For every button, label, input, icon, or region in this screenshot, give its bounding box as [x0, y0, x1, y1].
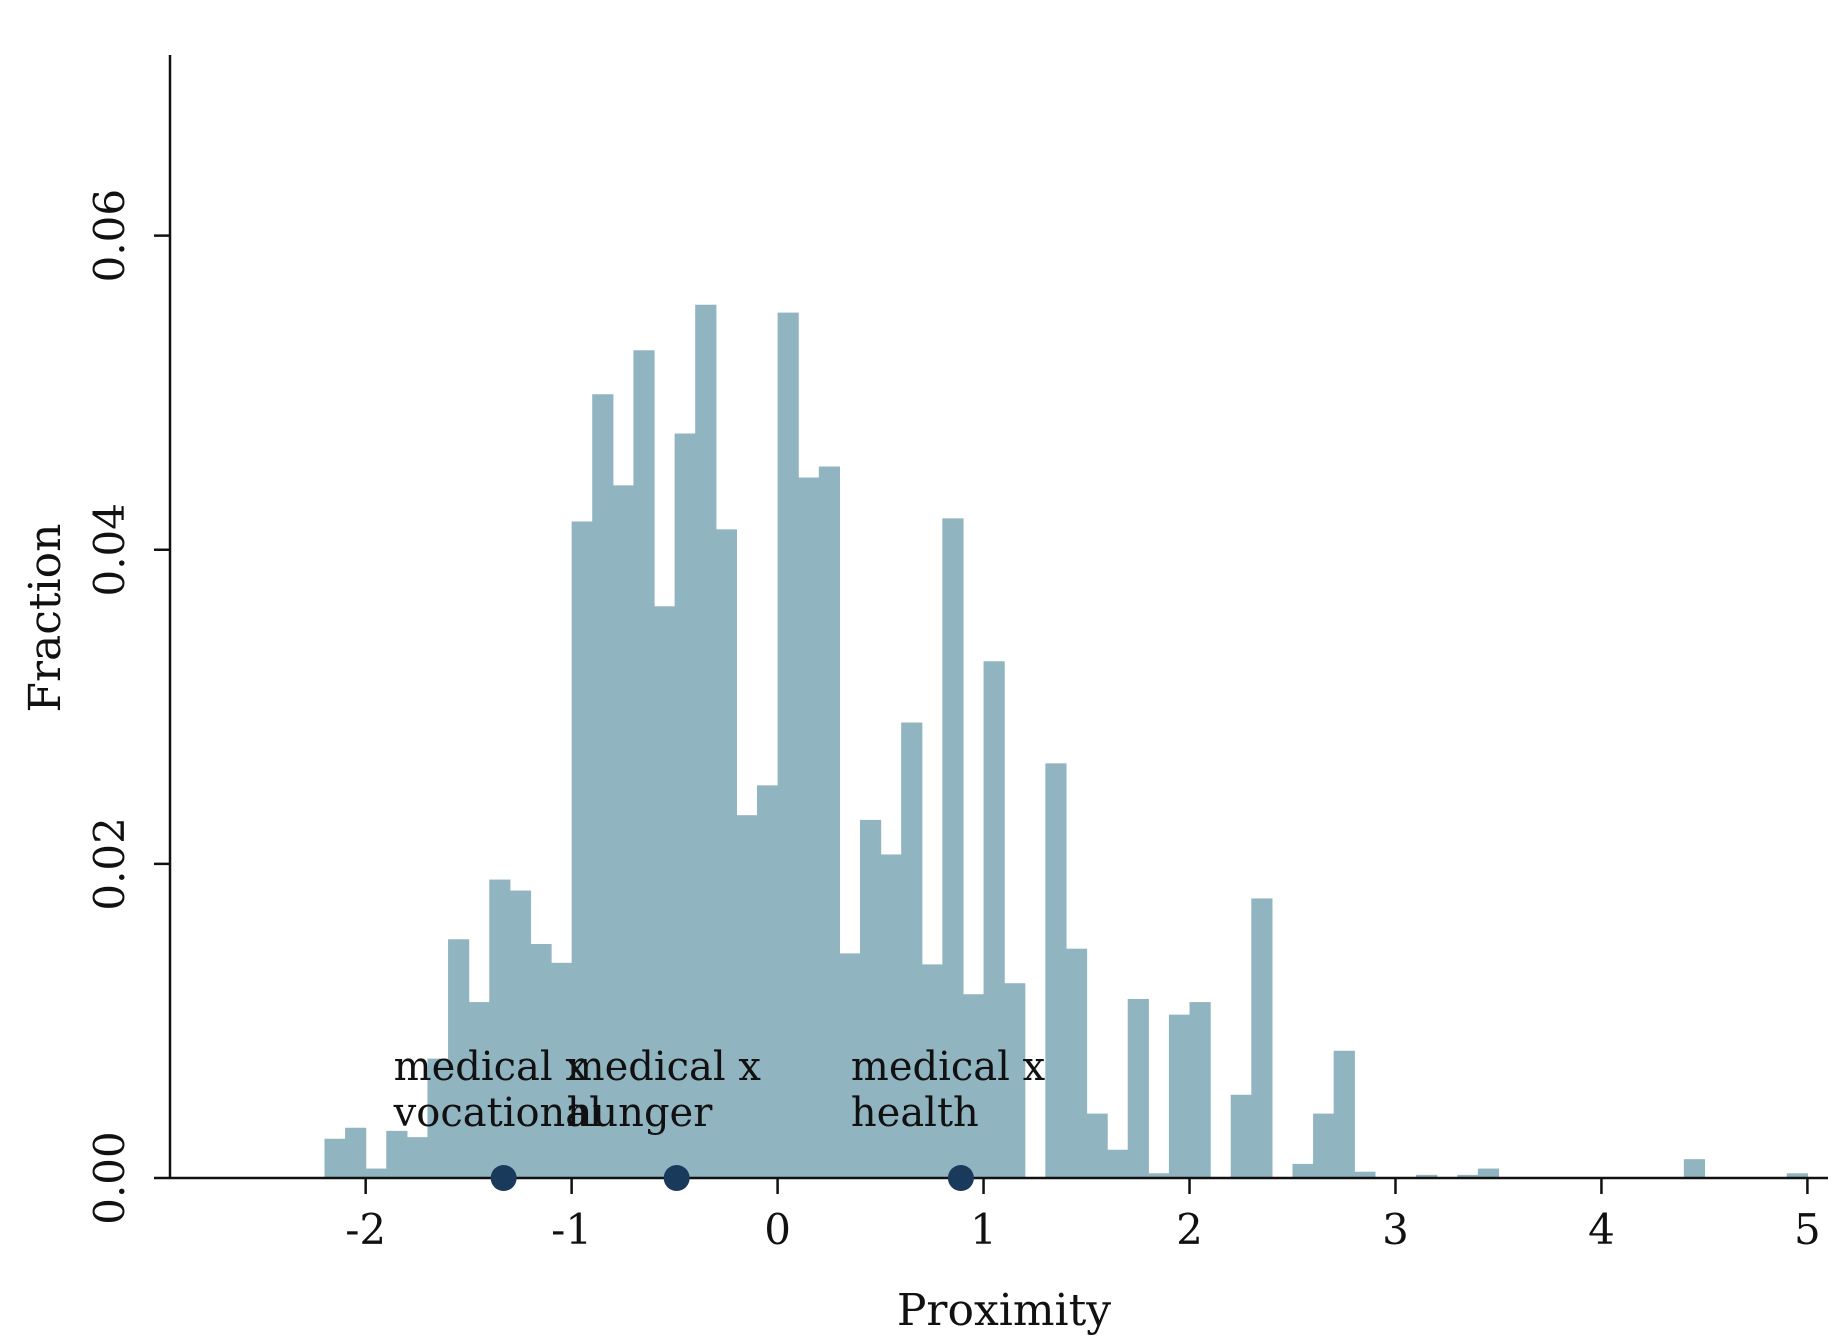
histogram-bar: [1333, 1050, 1355, 1178]
highlight-marker: [663, 1165, 690, 1191]
histogram-bar: [1292, 1163, 1314, 1178]
histogram-bar: [427, 1058, 449, 1178]
histogram-bar: [777, 312, 799, 1178]
histogram-bar: [983, 661, 1005, 1178]
histogram-bar: [674, 433, 696, 1178]
histogram-bar: [962, 994, 985, 1178]
highlight-marker: [490, 1165, 517, 1191]
histogram-bar: [818, 466, 840, 1178]
histogram-bar: [1313, 1113, 1335, 1178]
x-axis-ticks: -2 -1 0 1 2 3 4 5: [345, 1178, 1821, 1254]
histogram-bar: [1148, 1173, 1170, 1178]
histogram-bar: [1086, 1113, 1108, 1178]
marker-annotation: medical x hunger: [567, 1044, 762, 1136]
axes: [168, 55, 1828, 1180]
histogram-bar: [386, 1130, 408, 1178]
histogram-bar: [324, 1138, 346, 1178]
x-tick-label: 2: [1176, 1205, 1203, 1254]
x-axis-title: Proximity: [897, 1285, 1111, 1336]
histogram-bar: [468, 1002, 490, 1178]
x-tick-label: -1: [551, 1205, 592, 1254]
histogram-bar: [1189, 1002, 1211, 1178]
histogram-bar: [571, 521, 593, 1178]
x-tick-label: 1: [970, 1205, 997, 1254]
histogram-bar: [551, 962, 573, 1178]
histogram-bars: [324, 304, 1809, 1179]
y-axis-ticks: 0.00 0.02 0.04 0.06: [85, 189, 170, 1225]
x-tick-label: -2: [345, 1205, 386, 1254]
histogram-bar: [509, 890, 532, 1178]
histogram-bar: [1683, 1159, 1706, 1178]
histogram-bar: [1477, 1168, 1500, 1178]
histogram-bar: [1251, 898, 1273, 1178]
histogram-bar: [756, 785, 779, 1178]
histogram-bar: [406, 1137, 429, 1178]
histogram-bar: [654, 606, 676, 1178]
marker-annotation: medical x vocational: [393, 1044, 602, 1136]
histogram-bar: [1065, 948, 1088, 1178]
histogram-bar: [1168, 1014, 1191, 1178]
histogram-bar: [1416, 1174, 1438, 1178]
y-axis-title: Fraction: [20, 523, 71, 712]
histogram-bar: [942, 518, 964, 1178]
histogram-bar: [1786, 1173, 1809, 1178]
histogram-bar: [1230, 1094, 1252, 1178]
histogram-bar: [530, 943, 552, 1178]
x-tick-label: 4: [1588, 1205, 1615, 1254]
x-tick-label: 5: [1794, 1205, 1821, 1254]
histogram-bar: [921, 964, 943, 1178]
histogram-bar: [448, 939, 470, 1178]
histogram-bar: [345, 1127, 367, 1178]
highlight-marker: [947, 1165, 974, 1191]
histogram-bar: [859, 819, 882, 1178]
histogram-bar: [592, 394, 614, 1178]
histogram-bar: [1045, 763, 1067, 1178]
y-tick-label: 0.00: [85, 1131, 134, 1225]
x-tick-label: 3: [1382, 1205, 1409, 1254]
histogram-bar: [1107, 1149, 1129, 1178]
histogram-bar: [736, 815, 758, 1178]
histogram-bar: [365, 1168, 387, 1178]
histogram-bar: [798, 477, 820, 1179]
x-tick-label: 0: [764, 1205, 791, 1254]
y-tick-label: 0.02: [85, 817, 134, 911]
histogram-bar: [1457, 1174, 1479, 1178]
histogram-bar: [489, 879, 511, 1178]
marker-annotation: medical x health: [851, 1044, 1046, 1136]
histogram-bar: [695, 304, 717, 1178]
histogram-bar: [880, 854, 902, 1178]
histogram-bar: [901, 722, 923, 1178]
histogram-bar: [612, 485, 635, 1179]
histogram-bar: [1004, 983, 1026, 1178]
y-tick-label: 0.06: [85, 189, 134, 283]
histogram-bar: [1127, 998, 1149, 1178]
histogram-bar: [1354, 1171, 1376, 1178]
histogram-bar: [633, 350, 655, 1178]
histogram-bar: [839, 953, 861, 1178]
y-tick-label: 0.04: [85, 503, 134, 597]
histogram-bar: [715, 529, 737, 1178]
